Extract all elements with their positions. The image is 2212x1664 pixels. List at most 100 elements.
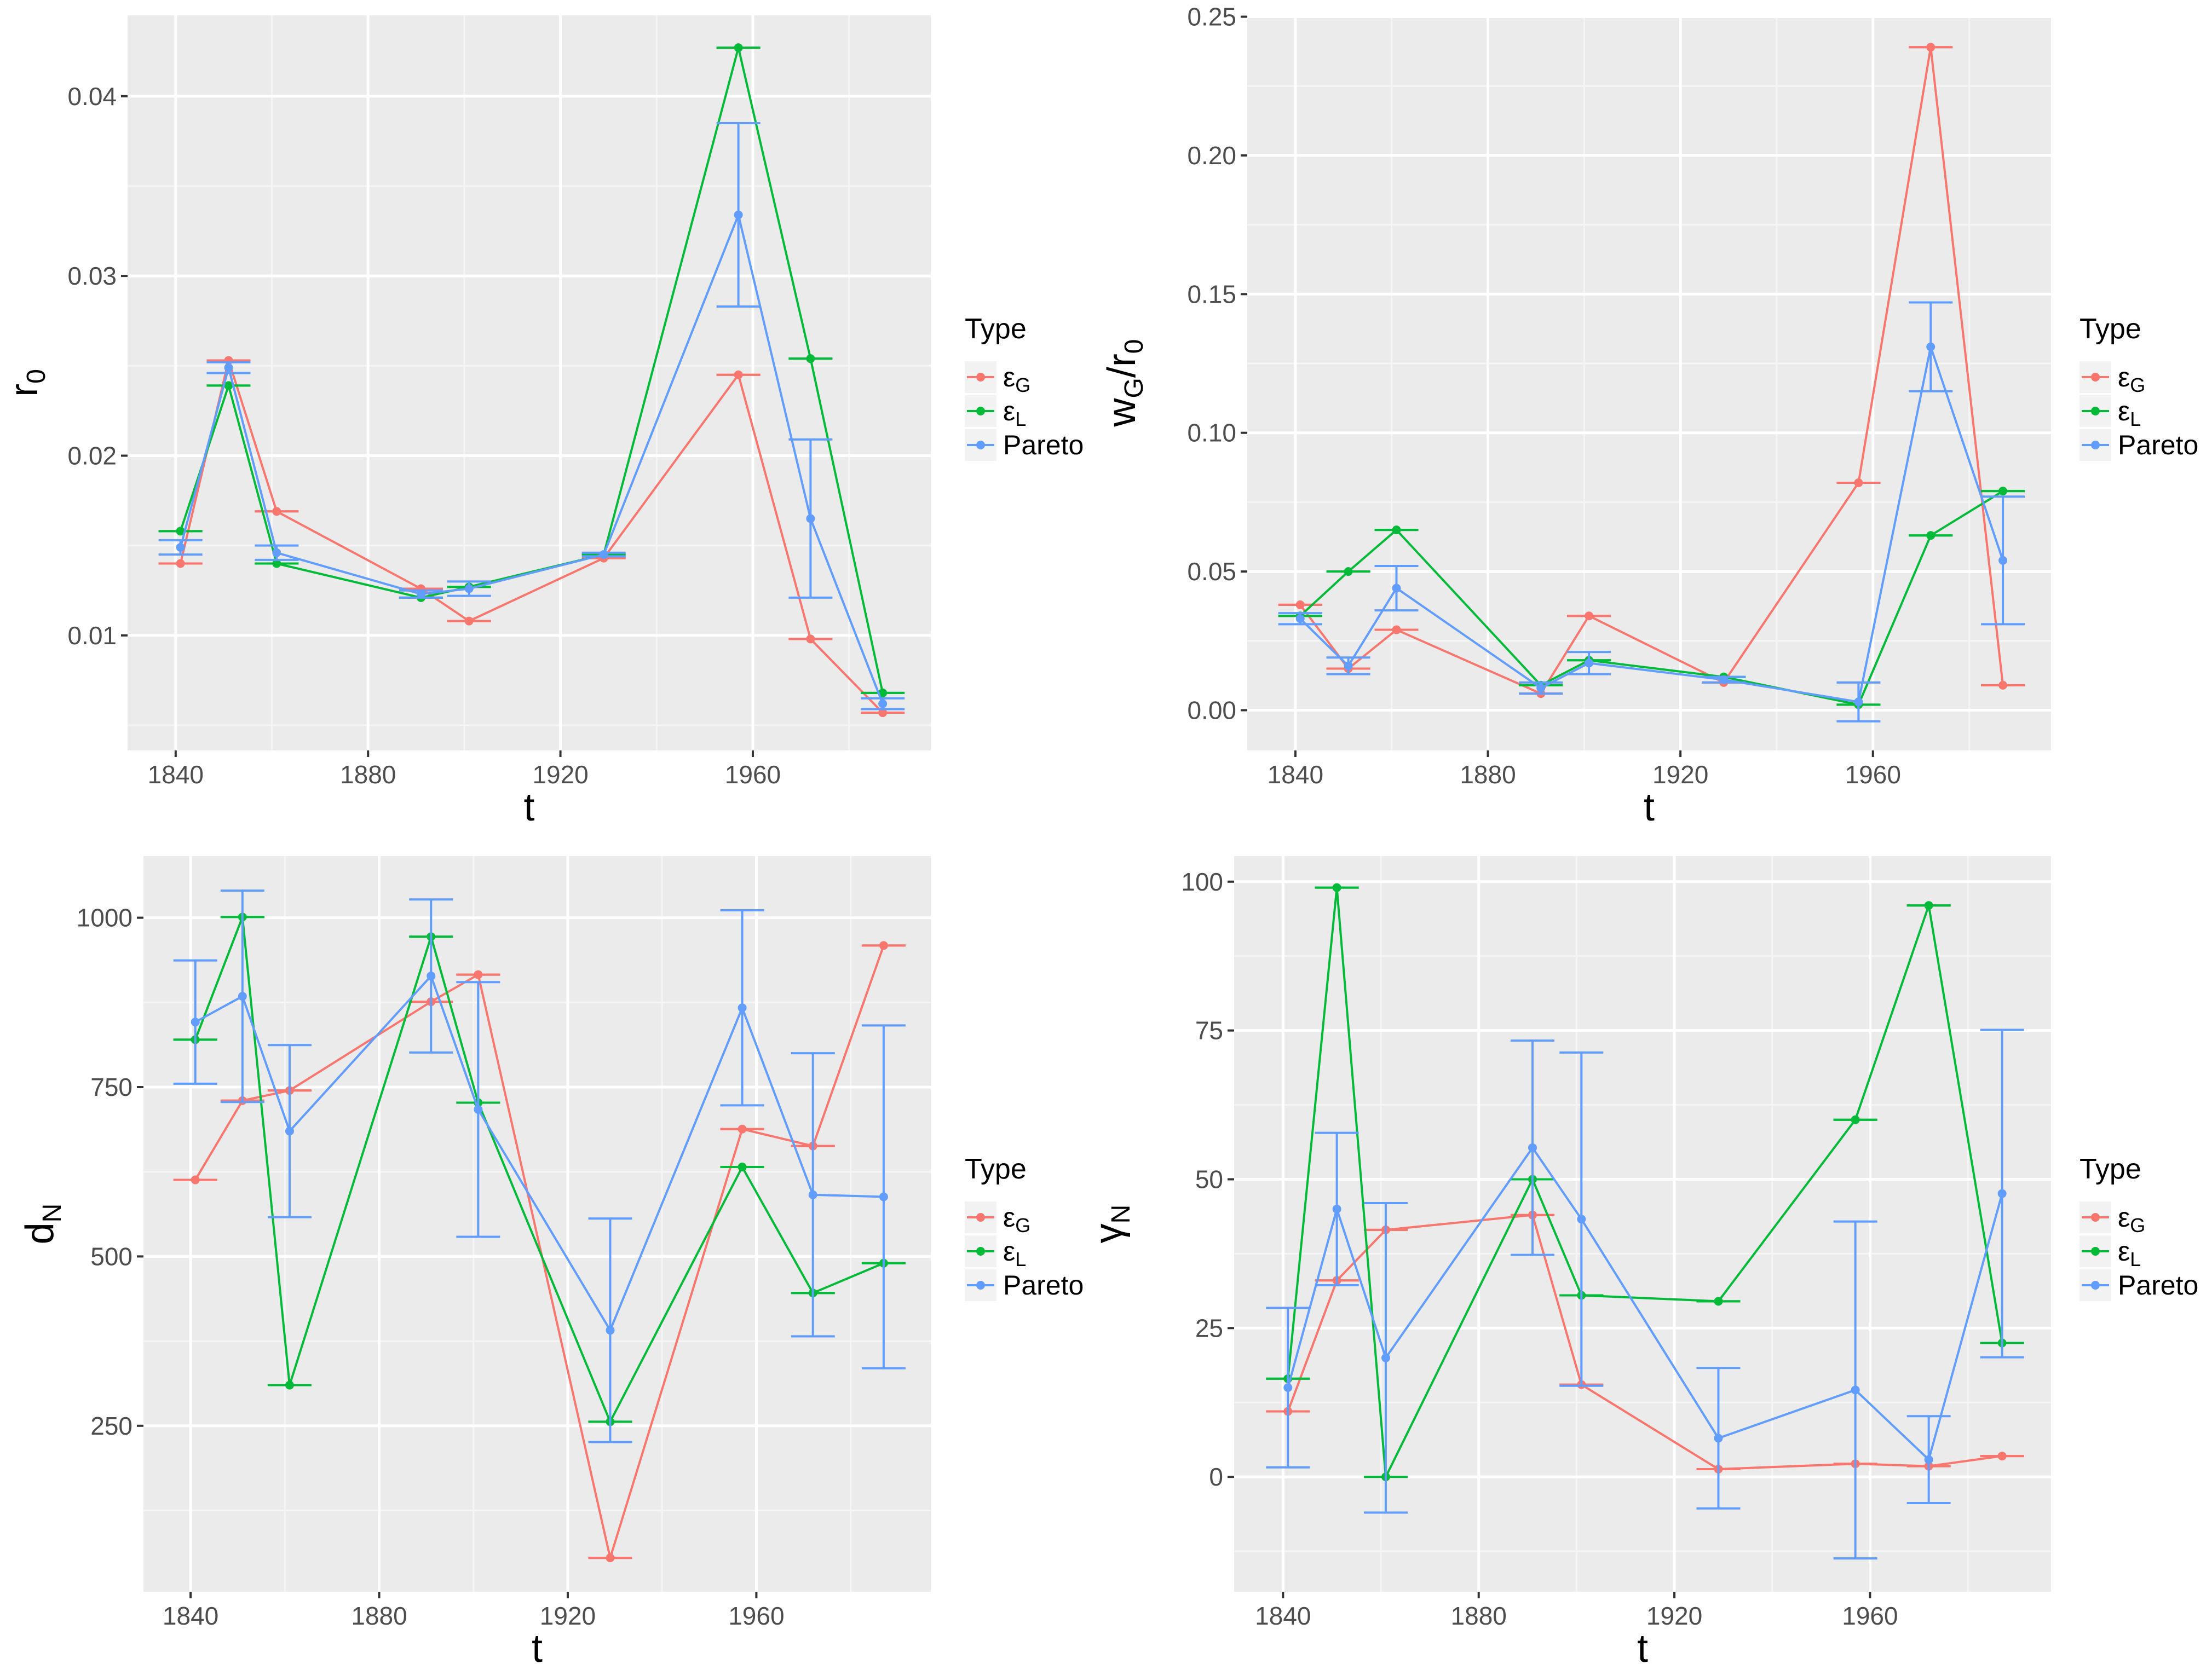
legend-label: εL [2118, 396, 2141, 430]
y-tick-label: 0 [1209, 1463, 1223, 1491]
x-tick-label: 1840 [1255, 1602, 1311, 1630]
legend-key-point [2091, 1213, 2100, 1222]
data-point [606, 1553, 615, 1563]
legend-title: Type [965, 1153, 1027, 1185]
data-point [1998, 487, 2008, 496]
legend-title: Type [965, 313, 1027, 345]
x-axis-title: t [523, 785, 534, 829]
data-point [238, 992, 247, 1001]
data-point [427, 972, 436, 981]
data-point [176, 559, 185, 568]
panel-bottom-right: 1840 1880 1920 1960 0 25 50 75 100 t γN Type εGεLPar… [1087, 856, 2198, 1664]
data-point [416, 590, 425, 599]
data-point [1283, 1383, 1293, 1393]
legend-label: Pareto [1003, 430, 1084, 460]
y-axis-title: dN [18, 1204, 67, 1245]
x-axis-title: t [1637, 1627, 1648, 1664]
x-tick-label: 1960 [728, 1602, 784, 1630]
data-point [1998, 556, 2008, 565]
data-point [1997, 1189, 2007, 1198]
data-point [176, 542, 185, 552]
data-point [1926, 531, 1936, 540]
y-tick-label: 75 [1195, 1016, 1223, 1045]
y-axis-title: wG/r0 [1100, 339, 1149, 427]
data-point [1585, 611, 1594, 621]
data-point [1295, 600, 1305, 609]
data-point [606, 1326, 615, 1335]
plot-background [128, 15, 931, 750]
data-point [808, 1190, 817, 1199]
data-point [191, 1018, 200, 1027]
legend-label: εL [1003, 396, 1026, 430]
data-point [1332, 1204, 1341, 1214]
data-point [272, 559, 281, 568]
data-point [1924, 901, 1933, 910]
panel-top-left: 1840 1880 1920 1960 0.01 0.02 0.03 0.04 t r0 Type ε… [2, 15, 1084, 829]
legend-key-point [2091, 1281, 2100, 1290]
legend-label: Pareto [1003, 1270, 1084, 1301]
x-tick-label: 1880 [340, 760, 396, 789]
x-tick-label: 1840 [1268, 760, 1323, 789]
data-point [1926, 342, 1936, 351]
panel-top-right: 1840 1880 1920 1960 0.00 0.05 0.10 0.15 0.20 0.25… [1100, 3, 2198, 829]
legend-key-point [976, 1213, 985, 1222]
data-point [1536, 683, 1546, 692]
panel-bottom-left: 1840 1880 1920 1960 250 500 750 1000 t dN Type εGεL… [18, 856, 1084, 1664]
data-point [1344, 661, 1353, 671]
series-pareto [158, 122, 905, 710]
data-point [1926, 43, 1936, 52]
data-point [806, 514, 815, 523]
x-tick-label: 1960 [1842, 1602, 1898, 1630]
legend-key-point [2091, 1247, 2100, 1256]
x-tick-label: 1920 [540, 1602, 596, 1630]
data-point [1577, 1215, 1586, 1224]
data-point [806, 354, 815, 363]
data-point [474, 970, 483, 979]
legend-label: εG [2118, 1202, 2145, 1237]
legend-label: εL [1003, 1236, 1026, 1270]
legend-key-point [976, 1247, 985, 1256]
legend-label: Pareto [2118, 430, 2198, 460]
data-point [879, 941, 888, 950]
y-tick-label: 0.20 [1187, 141, 1236, 170]
data-point [285, 1380, 294, 1390]
x-tick-label: 1960 [1845, 760, 1901, 789]
y-tick-label: 0.01 [67, 621, 117, 650]
data-point [1714, 1297, 1723, 1306]
x-tick-label: 1840 [148, 760, 204, 789]
y-tick-label: 100 [1181, 868, 1223, 896]
data-point [1924, 1455, 1933, 1464]
data-point [878, 699, 888, 708]
legend-label: Pareto [2118, 1270, 2198, 1301]
data-point [1585, 658, 1594, 668]
series-pareto [1278, 301, 2025, 723]
legend-title: Type [2079, 313, 2141, 345]
data-point [272, 548, 281, 557]
data-point [1714, 1434, 1723, 1443]
data-point [738, 1003, 747, 1013]
legend-key-point [976, 373, 985, 382]
data-point [1528, 1143, 1537, 1152]
series-ε-g [173, 941, 906, 1563]
data-point [464, 584, 474, 593]
x-tick-label: 1880 [351, 1602, 407, 1630]
legend-label: εG [1003, 1202, 1030, 1237]
y-tick-label: 0.10 [1187, 419, 1236, 447]
legend-label: εL [2118, 1236, 2141, 1270]
data-point [1854, 697, 1863, 707]
x-tick-label: 1880 [1460, 760, 1516, 789]
x-tick-label: 1960 [725, 760, 781, 789]
data-point [878, 708, 888, 718]
x-tick-label: 1920 [1652, 760, 1708, 789]
data-point [1851, 1385, 1860, 1395]
y-tick-label: 0.15 [1187, 280, 1236, 308]
data-point [1332, 883, 1341, 892]
data-point [224, 363, 233, 372]
data-point [1719, 675, 1729, 684]
data-point [879, 1192, 888, 1201]
data-point [738, 1163, 747, 1172]
